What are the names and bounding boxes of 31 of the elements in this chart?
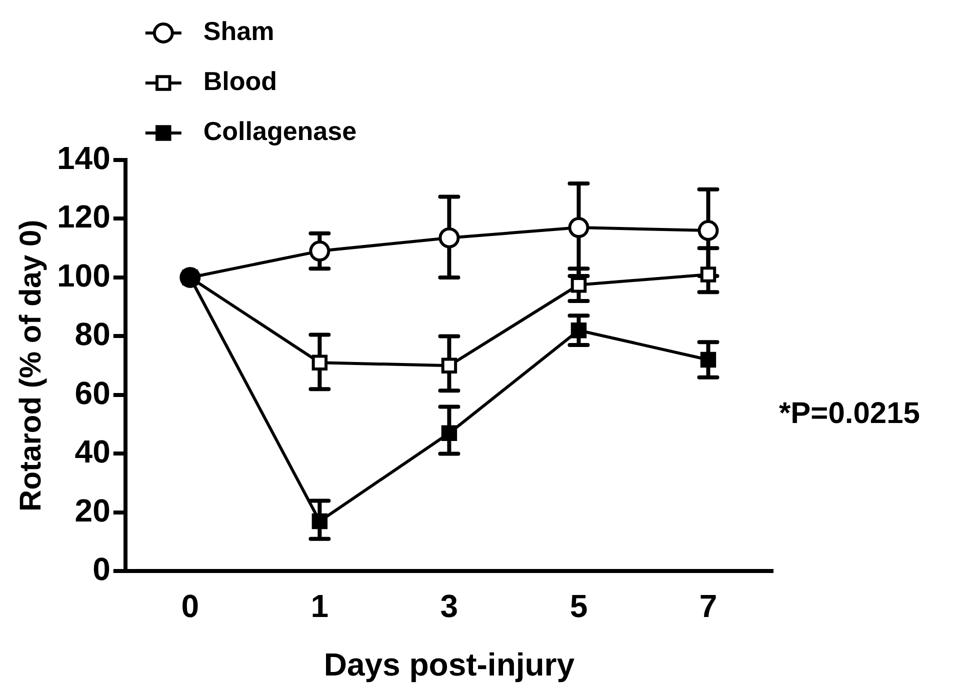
point (570, 322, 587, 338)
point (698, 220, 719, 241)
point (700, 352, 716, 368)
point (438, 227, 460, 248)
legend-label: Sham (203, 16, 274, 46)
y-tick-label: 80 (74, 316, 110, 352)
point (570, 276, 587, 293)
x-tick-label: 0 (181, 588, 200, 624)
y-tick-label: 120 (57, 198, 110, 235)
point (309, 240, 330, 262)
point (441, 358, 458, 374)
x-tick-label: 7 (699, 588, 718, 624)
x-tick-label: 3 (440, 588, 458, 624)
legend-label: Collagenase (203, 116, 357, 146)
y-tick-label: 40 (74, 434, 110, 470)
point (312, 354, 328, 371)
y-tick-label: 140 (57, 140, 110, 176)
y-axis-title: Rotarod (% of day 0) (14, 220, 48, 512)
text: *P=0.0215 (779, 397, 920, 430)
point (312, 513, 328, 530)
y-tick-label: 0 (92, 551, 110, 588)
point (568, 217, 590, 238)
x-axis-title: Days post-injury (324, 646, 575, 683)
x-tick-label: 1 (310, 588, 329, 624)
y-tick-label: 60 (74, 374, 110, 411)
point (441, 425, 458, 442)
y-tick-label: 100 (57, 257, 110, 294)
x-tick-label: 5 (570, 588, 588, 624)
y-tick-label: 20 (74, 492, 110, 528)
point (700, 266, 716, 282)
legend-label: Blood (203, 66, 278, 96)
